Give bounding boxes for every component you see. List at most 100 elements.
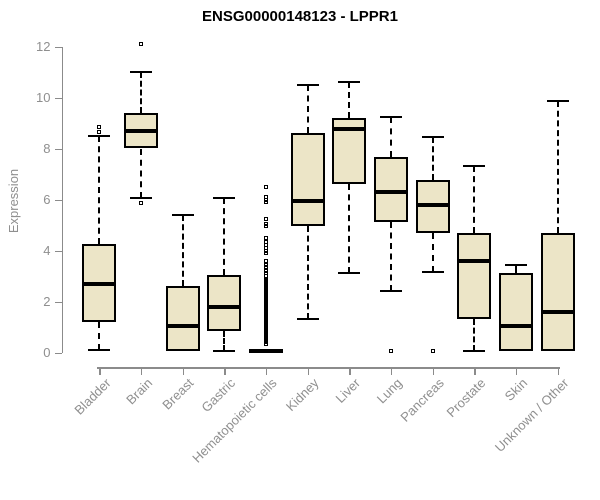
- x-category-label: Hematopoietic cells: [189, 375, 280, 466]
- y-tick-label: 4: [43, 242, 51, 258]
- x-axis-line: [97, 367, 560, 369]
- x-category-label: Kidney: [282, 375, 322, 415]
- x-category-label: Prostate: [443, 375, 489, 421]
- outlier-point: [263, 268, 268, 273]
- x-category-label: Gastric: [198, 375, 239, 416]
- outlier-point: [97, 129, 102, 134]
- upper-whisker-cap: [338, 81, 361, 84]
- box-iqr: [207, 274, 242, 331]
- upper-whisker-line: [556, 101, 559, 233]
- lower-whisker-cap: [379, 290, 402, 293]
- outlier-point: [263, 194, 268, 199]
- upper-whisker-line: [306, 84, 309, 134]
- x-tick-mark: [224, 368, 226, 375]
- upper-whisker-line: [431, 137, 434, 181]
- median-line: [332, 127, 367, 132]
- median-line: [498, 323, 533, 328]
- upper-whisker-cap: [213, 197, 236, 200]
- outlier-point: [263, 239, 268, 244]
- lower-whisker-line: [389, 222, 392, 292]
- lower-whisker-cap: [296, 318, 319, 321]
- x-tick-mark: [390, 368, 393, 375]
- median-line: [457, 258, 492, 263]
- y-tick-label: 8: [43, 140, 51, 156]
- box-iqr: [290, 133, 325, 227]
- x-category-label: Lung: [373, 375, 405, 407]
- y-tick-mark: [54, 97, 62, 99]
- y-tick-mark: [54, 352, 62, 354]
- chart-title: ENSG00000148123 - LPPR1: [202, 8, 398, 25]
- x-tick-mark: [265, 368, 268, 375]
- x-tick-mark: [99, 368, 101, 375]
- y-tick-label: 6: [43, 191, 51, 207]
- x-category-label: Breast: [159, 375, 197, 413]
- outlier-point: [263, 216, 268, 221]
- box-iqr: [457, 232, 492, 320]
- y-tick-label: 12: [36, 38, 51, 54]
- x-tick-mark: [140, 368, 143, 375]
- median-line: [123, 128, 158, 133]
- upper-whisker-line: [139, 72, 142, 113]
- box-iqr: [165, 286, 200, 352]
- outlier-point: [263, 258, 268, 263]
- upper-whisker-line: [98, 135, 101, 245]
- x-tick-mark: [349, 368, 351, 375]
- y-tick-mark: [54, 148, 62, 150]
- x-category-label: Brain: [122, 375, 155, 408]
- upper-whisker-line: [223, 198, 226, 275]
- box-iqr: [498, 273, 533, 352]
- x-tick-mark: [474, 368, 476, 375]
- lower-whisker-line: [431, 232, 434, 273]
- x-tick-mark: [432, 368, 435, 375]
- x-tick-mark: [182, 368, 185, 375]
- upper-whisker-cap: [504, 263, 527, 266]
- outlier-point: [430, 349, 435, 354]
- lower-whisker-line: [306, 226, 309, 320]
- x-category-label: Bladder: [70, 375, 114, 418]
- median-line: [290, 198, 325, 203]
- outlier-point: [263, 262, 268, 267]
- median-line: [82, 281, 117, 286]
- lower-whisker-line: [473, 319, 476, 352]
- outlier-point: [97, 124, 102, 129]
- outlier-point: [263, 184, 268, 189]
- upper-whisker-cap: [379, 115, 402, 118]
- lower-whisker-cap: [88, 348, 111, 351]
- lower-whisker-cap: [421, 271, 444, 274]
- upper-whisker-line: [514, 264, 517, 274]
- upper-whisker-cap: [129, 71, 152, 73]
- upper-whisker-cap: [171, 213, 194, 216]
- outlier-point: [388, 349, 393, 354]
- y-axis-line: [61, 46, 63, 353]
- lower-whisker-cap: [463, 350, 486, 353]
- x-tick-mark: [515, 368, 518, 375]
- y-tick-label: 2: [43, 293, 51, 309]
- upper-whisker-line: [348, 82, 351, 118]
- upper-whisker-cap: [421, 136, 444, 139]
- upper-whisker-line: [181, 214, 184, 287]
- outlier-point: [138, 41, 143, 46]
- median-line: [540, 309, 575, 314]
- median-line: [207, 304, 242, 309]
- lower-whisker-line: [223, 330, 226, 352]
- lower-whisker-line: [348, 184, 351, 274]
- lower-whisker-cap: [213, 350, 236, 353]
- lower-whisker-cap: [129, 197, 152, 200]
- x-category-label: Unknown / Other: [491, 375, 572, 455]
- outlier-point: [263, 243, 268, 248]
- median-line: [165, 323, 200, 328]
- median-line: [248, 348, 283, 353]
- x-tick-mark: [557, 368, 560, 375]
- y-tick-mark: [54, 46, 62, 48]
- upper-whisker-line: [473, 166, 476, 233]
- lower-whisker-line: [98, 321, 101, 350]
- x-tick-mark: [307, 368, 310, 375]
- upper-whisker-line: [389, 116, 392, 158]
- outlier-point: [138, 201, 143, 206]
- outlier-point: [263, 221, 268, 226]
- upper-whisker-cap: [88, 134, 111, 137]
- y-tick-mark: [54, 250, 62, 252]
- median-line: [373, 189, 408, 194]
- upper-whisker-cap: [463, 165, 486, 168]
